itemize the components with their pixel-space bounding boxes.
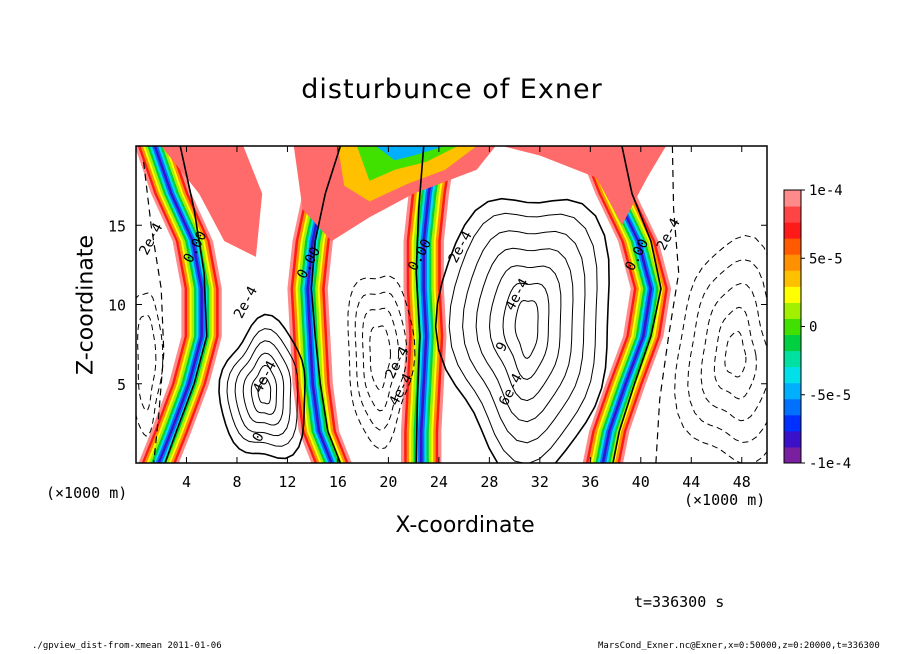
y-tick-label: 15	[108, 217, 126, 235]
x-tick-label: 48	[733, 473, 751, 491]
colorbar-tick-label: 5e-5	[809, 251, 843, 267]
colorbar-swatch	[784, 222, 801, 239]
x-tick-label: 8	[232, 473, 241, 491]
x-unit-label: (×1000 m)	[684, 491, 766, 509]
contour-positive	[448, 212, 598, 463]
plume-band	[502, 146, 666, 226]
plume-band	[151, 146, 205, 463]
contour-positive	[218, 313, 306, 460]
plume-band	[356, 146, 458, 181]
x-tick-label: 44	[682, 473, 700, 491]
contour-negative	[674, 234, 767, 463]
contour-positive	[502, 282, 550, 381]
contour-positive	[434, 197, 610, 463]
x-tick-label: 36	[581, 473, 599, 491]
footer-right: MarsCond_Exner.nc@Exner,x=0:50000,z=0:20…	[598, 641, 880, 651]
contour-label: 2e-4	[136, 221, 166, 258]
colorbar-swatch	[784, 270, 801, 287]
x-tick-label: 32	[531, 473, 549, 491]
contour-label: 2e-4	[654, 216, 684, 253]
contour-positive	[250, 364, 278, 415]
contour-label: 4e-4	[502, 276, 532, 313]
y-axis-label: Z-coordinate	[73, 235, 99, 375]
x-tick-label: 28	[480, 473, 498, 491]
colorbar-swatch	[784, 350, 801, 368]
colorbar-swatch	[784, 414, 801, 432]
contour-zero	[310, 146, 342, 463]
x-tick-label: 4	[182, 473, 191, 491]
plume-band	[579, 146, 668, 463]
x-tick-label: 12	[278, 473, 296, 491]
plume-band	[153, 146, 203, 463]
colorbar-tick-label: -5e-5	[809, 388, 851, 404]
colorbar-swatch	[784, 206, 801, 223]
contour-positive	[257, 377, 272, 405]
colorbar-tick-label: 0	[809, 320, 817, 336]
contour-label: 6e-4	[496, 371, 526, 408]
colorbar-swatch	[784, 286, 801, 303]
colorbar-swatch	[784, 254, 801, 271]
contour-zero	[415, 146, 425, 463]
x-tick-label: 20	[379, 473, 397, 491]
x-tick-label: 16	[329, 473, 347, 491]
contour-lines	[136, 146, 767, 463]
y-unit-label: (×1000 m)	[46, 484, 128, 502]
colorbar-swatch	[784, 398, 801, 416]
y-ticks: 5 10 15	[108, 217, 767, 394]
colorbar-swatch	[784, 302, 801, 319]
contour-negative	[137, 314, 157, 412]
contour-positive	[234, 340, 292, 437]
x-ticks: 4 8 12 16 20 24 28 32 36 40 44 48	[182, 146, 751, 491]
colorbar-swatch	[784, 382, 801, 400]
y-tick-label: 10	[108, 297, 126, 315]
contour-positive	[226, 328, 299, 447]
contour-label: 2e-4	[231, 284, 261, 321]
contour-zero	[655, 146, 680, 463]
contour-negative	[687, 258, 767, 444]
chart-title: disturbunce of Exner	[301, 74, 603, 105]
plume-band	[419, 146, 438, 463]
colorbar-swatch	[784, 430, 801, 448]
colorbar-swatch	[784, 318, 801, 336]
contour-negative	[347, 275, 416, 450]
colorbar-swatch	[784, 334, 801, 352]
contour-zero	[612, 146, 662, 463]
colorbar-swatch	[784, 366, 801, 384]
y-tick-label: 5	[117, 376, 126, 394]
contour-label: 4e-4	[250, 358, 280, 395]
x-axis-label: X-coordinate	[395, 513, 535, 538]
colorbar-swatch	[784, 446, 801, 464]
colorbar-tick-label: 1e-4	[809, 183, 843, 199]
footer-left: ./gpview_dist-from-xmean 2011-01-06	[32, 641, 222, 651]
contour-negative	[136, 292, 164, 437]
contour-negative	[361, 307, 400, 412]
colorbar-tick-label: -1e-4	[809, 456, 851, 472]
contour-positive	[462, 230, 586, 444]
colorbar-swatch	[784, 238, 801, 255]
contour-negative	[713, 306, 758, 400]
contour-negative	[354, 291, 408, 431]
contour-negative	[724, 330, 747, 378]
contour-zero	[143, 161, 165, 463]
colorbar-swatch	[784, 190, 801, 207]
contour-negative	[369, 325, 391, 391]
contour-zero	[164, 146, 208, 463]
plume-band	[149, 146, 207, 463]
contour-positive	[475, 247, 574, 423]
plume-band	[375, 146, 446, 161]
plume-band	[306, 146, 333, 463]
contour-label: 2e-4	[446, 229, 476, 266]
x-tick-label: 24	[430, 473, 448, 491]
contour-negative	[700, 282, 767, 422]
colorbar: 1e-4 5e-5 0 -5e-5 -1e-4	[783, 183, 851, 472]
contour-positive	[488, 265, 562, 402]
contour-positive	[242, 352, 285, 426]
contour-positive	[514, 299, 539, 359]
x-tick-label: 40	[632, 473, 650, 491]
time-label: t=336300 s	[634, 593, 725, 611]
